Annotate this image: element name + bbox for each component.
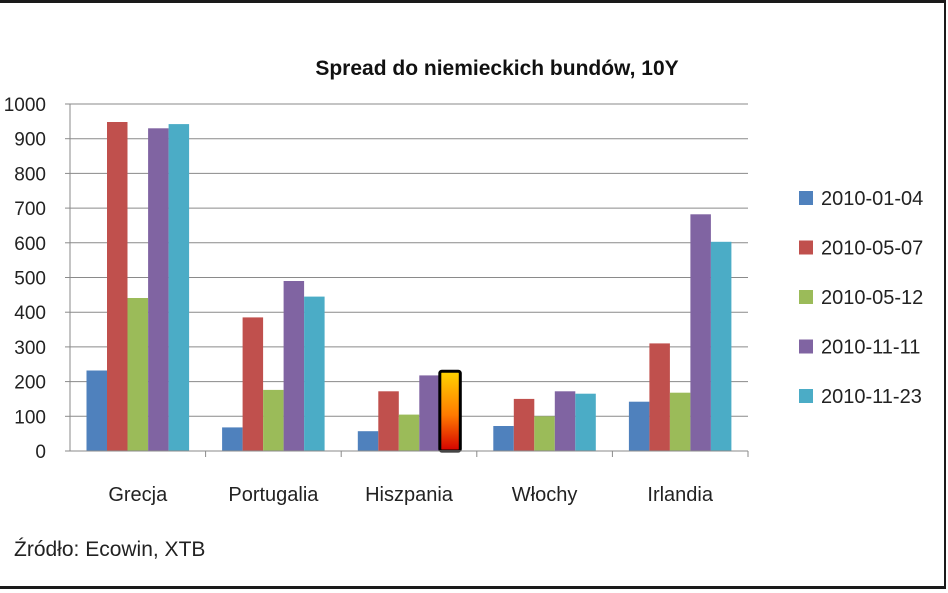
y-tick-label: 300 [14,338,46,359]
legend: 2010-01-04 2010-05-07 2010-05-12 2010-11-11… [799,188,923,408]
legend-label: 2010-11-23 [821,386,922,408]
y-tick-label: 500 [14,269,46,290]
y-tick-label: 700 [14,199,46,220]
x-tick-label: Irlandia [647,484,713,506]
y-tick-label: 0 [35,442,46,463]
bar [357,431,379,451]
y-tick-label: 200 [14,373,46,394]
bar [554,391,576,451]
bar [242,317,264,451]
x-tick-label: Włochy [512,484,578,506]
legend-label: 2010-05-12 [821,287,923,309]
bar [263,389,284,451]
bar [649,343,670,451]
bar [86,370,107,451]
bar [710,241,732,451]
legend-swatch [799,389,813,403]
bar [575,393,596,451]
y-tick-label: 1000 [4,95,46,116]
y-tick-label: 100 [14,407,46,428]
bar [513,398,535,451]
legend-swatch [799,290,813,304]
y-tick-label: 800 [14,164,46,185]
bars [86,122,732,453]
bar [534,416,555,451]
bar [690,214,711,451]
bar [669,392,691,451]
bar [127,298,148,451]
legend-swatch [799,191,813,205]
y-tick-label: 900 [14,130,46,151]
legend-label: 2010-01-04 [821,188,923,210]
bar [378,391,399,451]
bar [283,281,305,451]
legend-swatch [799,240,813,255]
x-tick-label: Grecja [108,484,168,506]
bar [168,124,190,451]
legend-label: 2010-11-11 [821,337,920,359]
source-note: Źródło: Ecowin, XTB [14,538,206,561]
bar [304,296,325,451]
x-tick-label: Hiszpania [365,484,454,506]
legend-label: 2010-05-07 [821,238,923,260]
bar [398,414,420,451]
x-tick-label: Portugalia [228,484,319,506]
x-axis: Grecja Portugalia Hiszpania Włochy Irlandia [70,450,749,506]
bar [222,427,243,451]
legend-swatch [799,339,813,354]
chart-title: Spread do niemieckich bundów, 10Y [315,57,678,80]
y-tick-label: 600 [14,234,46,255]
y-axis: 0 100 200 300 400 500 600 700 800 900 1000 [4,95,71,463]
bar [148,128,169,452]
bar [107,122,128,451]
y-tick-label: 400 [14,303,46,324]
bar [493,426,514,451]
bar-highlighted [438,369,462,453]
bar [628,401,650,451]
bar [419,375,440,451]
